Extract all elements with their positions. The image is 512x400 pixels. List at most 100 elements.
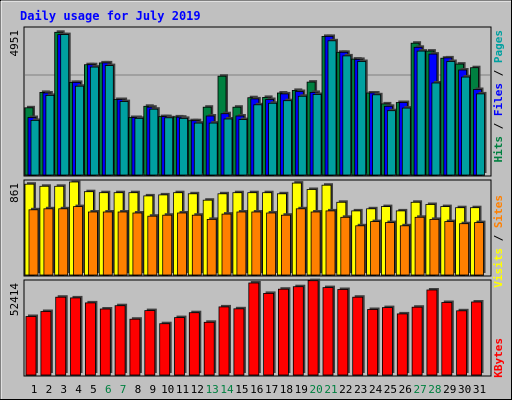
bar-kbytes-day-27 [411, 306, 423, 376]
bar-kbytes-day-14 [218, 306, 230, 376]
bar-pages-day-5 [90, 66, 99, 176]
x-tick-label-28: 28 [428, 383, 441, 396]
bar-kbytes-day-30 [456, 310, 468, 376]
bar-kbytes-day-28 [426, 289, 438, 376]
bar-pages-day-18 [282, 100, 292, 176]
bar-pages-day-21 [327, 40, 337, 176]
bar-pages-day-6 [104, 65, 114, 176]
bar-sites-day-6 [102, 211, 113, 276]
legend-visits: Visits [492, 248, 505, 288]
x-tick-label-19: 19 [295, 383, 308, 396]
bar-pages-day-30 [461, 76, 471, 176]
legend-separator: / [492, 116, 505, 136]
panel-middle-legend: Visits / Sites [492, 195, 505, 288]
x-tick-label-24: 24 [369, 383, 383, 396]
bar-pages-day-1 [30, 120, 40, 176]
x-tick-label-31: 31 [473, 383, 486, 396]
x-tick-label-30: 30 [458, 383, 471, 396]
bar-pages-day-23 [357, 61, 367, 176]
bar-pages-day-19 [297, 95, 307, 176]
x-tick-label-4: 4 [75, 383, 82, 396]
x-tick-label-8: 8 [135, 383, 142, 396]
bar-sites-day-31 [474, 222, 484, 276]
bar-kbytes-day-6 [99, 308, 111, 376]
bar-sites-day-5 [88, 211, 98, 276]
x-axis-labels: 1 2 3 4 5 6 7 8 9 10 11 12 13 14 15 16 17 18 19 20 21 22 23 24 2… [31, 383, 486, 396]
panel-middle: 861 Visits / Sites [8, 179, 505, 288]
x-tick-label-6: 6 [105, 383, 112, 396]
bar-kbytes-day-19 [292, 286, 304, 376]
bar-pages-day-2 [45, 95, 55, 176]
bar-sites-day-19 [295, 208, 306, 276]
panel-top-legend: Hits / Files / Pages [492, 30, 505, 163]
bar-pages-day-15 [238, 119, 248, 176]
bar-kbytes-day-24 [367, 309, 379, 376]
bar-sites-day-21 [325, 210, 336, 276]
legend-separator: / [492, 228, 505, 248]
bar-kbytes-day-9 [144, 310, 156, 376]
bar-sites-day-17 [266, 212, 277, 276]
bar-sites-day-16 [251, 211, 262, 276]
panel-bottom-ymax: 52414 [8, 283, 21, 316]
bar-sites-day-4 [73, 206, 83, 276]
bar-sites-day-25 [384, 222, 395, 276]
bar-kbytes-day-2 [40, 311, 52, 376]
bar-sites-day-7 [117, 211, 128, 276]
bar-sites-day-12 [191, 214, 202, 276]
bar-kbytes-day-7 [114, 305, 126, 376]
bar-kbytes-day-11 [174, 317, 185, 376]
bar-sites-day-29 [444, 221, 455, 276]
legend-hits: Hits [492, 136, 505, 163]
bar-sites-day-2 [43, 208, 54, 276]
bar-sites-day-20 [310, 211, 321, 276]
x-tick-label-23: 23 [354, 383, 367, 396]
bar-pages-day-17 [268, 102, 278, 176]
bar-kbytes-day-31 [471, 301, 482, 376]
bar-kbytes-day-1 [25, 316, 37, 376]
bar-sites-day-26 [399, 225, 410, 276]
x-tick-label-7: 7 [120, 383, 127, 396]
x-tick-label-9: 9 [149, 383, 156, 396]
bar-kbytes-day-23 [352, 296, 364, 376]
bar-sites-day-8 [132, 212, 143, 276]
bar-pages-day-4 [75, 85, 84, 176]
x-tick-label-5: 5 [90, 383, 97, 396]
bar-kbytes-day-5 [85, 302, 96, 376]
x-tick-label-20: 20 [309, 383, 322, 396]
bar-sites-day-18 [280, 214, 291, 276]
x-tick-label-17: 17 [265, 383, 278, 396]
panel-top-ymax: 4951 [8, 30, 21, 57]
bar-sites-day-3 [58, 208, 69, 276]
panel-bottom-legend: KBytes [492, 338, 505, 378]
legend-pages: Pages [492, 30, 505, 63]
x-tick-label-1: 1 [31, 383, 38, 396]
x-tick-label-21: 21 [324, 383, 337, 396]
bar-pages-day-22 [342, 55, 352, 176]
bar-pages-day-10 [164, 117, 174, 176]
bar-kbytes-day-18 [277, 288, 289, 376]
bar-pages-day-16 [253, 104, 263, 176]
x-tick-label-18: 18 [280, 383, 293, 396]
bar-sites-day-9 [147, 215, 158, 276]
bar-kbytes-day-3 [55, 296, 67, 376]
x-tick-label-2: 2 [46, 383, 53, 396]
bar-kbytes-day-4 [70, 297, 81, 376]
panel-bottom-bars [25, 278, 484, 376]
x-tick-label-29: 29 [443, 383, 456, 396]
bar-kbytes-day-15 [233, 308, 245, 376]
x-tick-label-25: 25 [384, 383, 397, 396]
bar-sites-day-14 [221, 213, 232, 276]
bar-pages-day-20 [312, 94, 322, 176]
x-tick-label-16: 16 [250, 383, 263, 396]
x-tick-label-27: 27 [413, 383, 426, 396]
x-tick-label-3: 3 [60, 383, 67, 396]
bar-pages-day-11 [179, 118, 188, 176]
bar-kbytes-day-8 [129, 318, 141, 376]
x-tick-label-26: 26 [399, 383, 412, 396]
bar-pages-day-13 [208, 122, 218, 176]
x-tick-label-14: 14 [220, 383, 234, 396]
bar-kbytes-day-25 [381, 307, 393, 376]
bar-pages-day-8 [134, 118, 144, 176]
bar-kbytes-day-10 [159, 323, 171, 376]
bar-pages-day-25 [386, 110, 396, 176]
